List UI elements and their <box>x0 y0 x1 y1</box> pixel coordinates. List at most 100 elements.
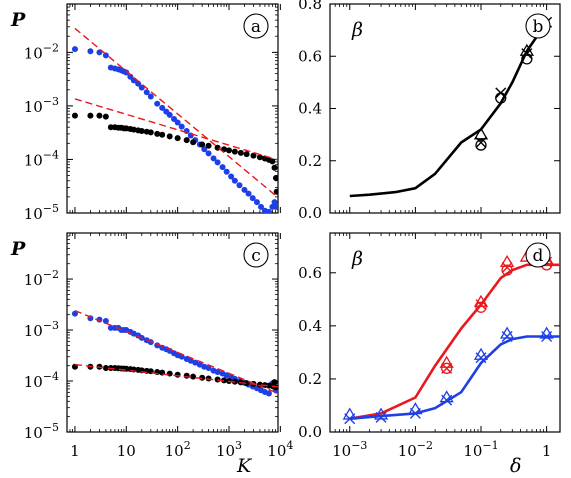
y-axis-label: β <box>351 248 363 270</box>
data-point-dot <box>214 159 221 166</box>
data-point-dot <box>87 48 94 55</box>
data-point-circle <box>495 92 507 104</box>
panel-a: 10−5 10−4 10−3 10−2 a P <box>10 3 281 223</box>
data-point-triangle <box>519 43 534 56</box>
data-point-dot <box>174 135 181 142</box>
y-tick-label: 0.8 <box>298 0 322 13</box>
y-axis-label: P <box>10 238 26 260</box>
axes-frame <box>329 3 561 214</box>
data-point-dot <box>241 186 248 193</box>
x-tick-label: 1 <box>542 442 552 460</box>
x-tick-label: 10−2 <box>398 439 433 460</box>
y-tick-label: 0.2 <box>298 152 322 170</box>
data-point-dot <box>271 199 278 206</box>
data-point-circle <box>501 264 513 276</box>
data-point-dot <box>159 131 166 138</box>
data-point-dot <box>243 151 250 158</box>
data-point-dot <box>102 318 109 325</box>
data-point-dot <box>265 390 272 397</box>
data-point-dot <box>183 372 190 379</box>
data-point-dot <box>143 89 150 96</box>
data-point-triangle <box>473 127 489 140</box>
plot-area <box>342 249 560 425</box>
panel-label: b <box>533 17 544 37</box>
data-point-dot <box>214 369 221 376</box>
data-point-dot <box>102 113 109 120</box>
data-point-dot <box>71 46 78 53</box>
data-point-dot <box>87 112 94 119</box>
data-point-dot <box>147 129 154 136</box>
data-point-circle <box>475 301 487 313</box>
data-point-dot <box>231 177 238 184</box>
y-tick-label: 10−2 <box>24 41 59 62</box>
y-tick-label: 0.0 <box>298 423 322 441</box>
y-tick-label: 0.4 <box>298 317 322 335</box>
y-tick-label: 10−4 <box>24 148 59 169</box>
data-point-dot <box>166 133 173 140</box>
series-line <box>349 335 560 420</box>
data-point-dot <box>196 361 203 368</box>
panel-d: 0.0 0.2 0.4 0.6 10−3 10−2 10−1 1 d β δ <box>298 232 561 477</box>
data-point-dot <box>159 104 166 111</box>
data-point-triangle <box>473 294 489 307</box>
y-tick-label: 0.6 <box>298 264 322 282</box>
data-point-triangle <box>373 407 389 420</box>
data-point-dot <box>199 374 206 381</box>
panel-label-circle <box>243 13 269 39</box>
data-point-dot <box>210 155 217 162</box>
data-point-triangle <box>539 326 554 339</box>
data-point-dot <box>250 152 257 159</box>
data-point-dot <box>183 137 190 144</box>
data-point-dot <box>258 203 265 210</box>
data-point-dot <box>205 150 212 157</box>
data-point-dot <box>256 154 263 161</box>
data-point-dot <box>228 173 235 180</box>
data-point-dot <box>214 144 221 151</box>
data-point-dot <box>147 93 154 100</box>
data-point-dot <box>138 127 145 134</box>
panel-b: 0.0 0.2 0.4 0.6 0.8 b β <box>298 0 561 222</box>
data-point-triangle <box>473 347 489 360</box>
data-point-dot <box>205 142 212 149</box>
data-point-dot <box>219 164 226 171</box>
x-tick-label: 10−1 <box>463 439 498 460</box>
y-tick-label: 10−3 <box>24 319 59 340</box>
y-tick-label: 0.4 <box>298 100 322 118</box>
plot-area <box>71 309 278 397</box>
data-point-triangle <box>439 355 454 368</box>
data-point-dot <box>231 148 238 155</box>
data-point-dot <box>123 69 130 76</box>
y-axis-label: β <box>351 19 363 41</box>
data-point-dot <box>265 208 272 213</box>
fit-line <box>74 363 278 388</box>
data-point-circle <box>475 139 487 151</box>
data-point-dot <box>199 141 206 148</box>
data-point-dot <box>190 139 197 146</box>
data-point-dot <box>249 195 256 202</box>
data-point-dot <box>166 370 173 377</box>
data-point-dot <box>190 373 197 380</box>
panel-c: 10−5 10−4 10−3 10−2 1 10 102 103 104 c P K <box>10 232 293 477</box>
data-point-dot <box>245 190 252 197</box>
data-point-dot <box>272 175 278 182</box>
y-tick-label: 0.2 <box>298 370 322 388</box>
y-tick-label: 10−5 <box>24 202 59 223</box>
axes-frame <box>329 232 561 433</box>
panel-label: c <box>251 246 261 266</box>
y-tick-label: 10−3 <box>24 95 59 116</box>
data-point-triangle <box>499 326 515 339</box>
data-point-triangle <box>439 390 454 403</box>
data-point-dot <box>205 364 212 371</box>
data-point-dot <box>237 149 244 156</box>
panel-label-circle <box>525 242 551 268</box>
data-point-triangle <box>342 407 357 420</box>
y-axis-label: P <box>10 9 26 31</box>
data-point-dot <box>178 123 185 130</box>
data-point-dot <box>96 112 103 119</box>
data-point-dot <box>102 52 109 59</box>
data-point-dot <box>154 100 161 107</box>
panel-label-circle <box>525 13 551 39</box>
axes-frame <box>66 3 279 214</box>
data-point-circle <box>521 53 533 65</box>
data-point-dot <box>154 130 161 137</box>
